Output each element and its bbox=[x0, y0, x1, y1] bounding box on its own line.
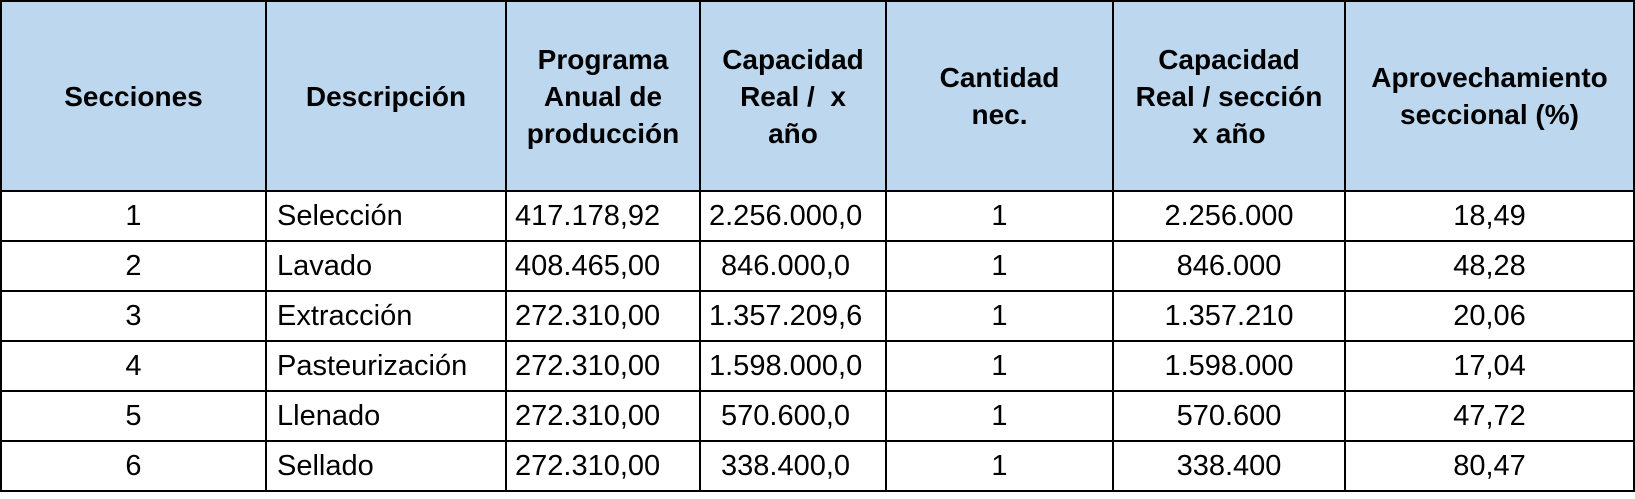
cell-capacidad: 570.600,0 bbox=[699, 390, 887, 442]
cell-aprovechamiento: 48,28 bbox=[1344, 240, 1635, 292]
header-line: Anual de bbox=[543, 80, 663, 112]
cell-cantidad: 1 bbox=[885, 190, 1114, 242]
cell-capacidad-seccion: 1.598.000 bbox=[1112, 340, 1346, 392]
cell-descripcion: Pasteurización bbox=[265, 340, 507, 392]
cell-aprovechamiento: 47,72 bbox=[1344, 390, 1635, 442]
cell-descripcion: Llenado bbox=[265, 390, 507, 442]
cell-capacidad: 1.598.000,0 bbox=[699, 340, 887, 392]
table-row: 1 Selección 417.178,92 2.256.000,0 1 2.2… bbox=[0, 190, 1635, 242]
cell-programa: 272.310,00 bbox=[505, 440, 701, 492]
cell-seccion: 6 bbox=[0, 440, 267, 492]
cell-cantidad: 1 bbox=[885, 440, 1114, 492]
cell-aprovechamiento: 18,49 bbox=[1344, 190, 1635, 242]
header-cantidad: Cantidad nec. bbox=[885, 0, 1114, 192]
cell-capacidad-seccion: 846.000 bbox=[1112, 240, 1346, 292]
header-line: x año bbox=[1192, 117, 1266, 149]
cell-capacidad: 338.400,0 bbox=[699, 440, 887, 492]
cell-capacidad: 1.357.209,6 bbox=[699, 290, 887, 342]
table-row: 3 Extracción 272.310,00 1.357.209,6 1 1.… bbox=[0, 290, 1635, 342]
cell-descripcion: Extracción bbox=[265, 290, 507, 342]
cell-cantidad: 1 bbox=[885, 240, 1114, 292]
header-line: nec. bbox=[971, 99, 1028, 130]
cell-descripcion: Sellado bbox=[265, 440, 507, 492]
table-row: 4 Pasteurización 272.310,00 1.598.000,0 … bbox=[0, 340, 1635, 392]
header-line: Aprovechamiento bbox=[1371, 62, 1608, 93]
cell-cantidad: 1 bbox=[885, 340, 1114, 392]
cell-seccion: 1 bbox=[0, 190, 267, 242]
cell-capacidad: 846.000,0 bbox=[699, 240, 887, 292]
cell-seccion: 5 bbox=[0, 390, 267, 442]
header-line: Real / sección bbox=[1135, 80, 1323, 112]
cell-capacidad-seccion: 1.357.210 bbox=[1112, 290, 1346, 342]
table-row: 5 Llenado 272.310,00 570.600,0 1 570.600… bbox=[0, 390, 1635, 442]
header-line: Capacidad bbox=[722, 43, 864, 75]
cell-cantidad: 1 bbox=[885, 390, 1114, 442]
cell-capacidad-seccion: 338.400 bbox=[1112, 440, 1346, 492]
header-line: producción bbox=[526, 117, 680, 149]
header-secciones: Secciones bbox=[0, 0, 267, 192]
cell-programa: 272.310,00 bbox=[505, 390, 701, 442]
header-line: Cantidad bbox=[939, 62, 1060, 93]
cell-seccion: 4 bbox=[0, 340, 267, 392]
header-programa-anual: Programa Anual de producción bbox=[505, 0, 701, 192]
cell-aprovechamiento: 20,06 bbox=[1344, 290, 1635, 342]
header-line: Secciones bbox=[64, 80, 203, 112]
header-aprovechamiento: Aprovechamiento seccional (%) bbox=[1344, 0, 1635, 192]
header-line: Programa bbox=[537, 43, 669, 75]
header-line: Real / x bbox=[740, 80, 846, 112]
cell-descripcion: Lavado bbox=[265, 240, 507, 292]
header-line: Capacidad bbox=[1158, 43, 1300, 75]
table-row: 2 Lavado 408.465,00 846.000,0 1 846.000 … bbox=[0, 240, 1635, 292]
cell-aprovechamiento: 80,47 bbox=[1344, 440, 1635, 492]
cell-programa: 272.310,00 bbox=[505, 340, 701, 392]
header-capacidad-seccion: Capacidad Real / sección x año bbox=[1112, 0, 1346, 192]
table-row: 6 Sellado 272.310,00 338.400,0 1 338.400… bbox=[0, 440, 1635, 492]
cell-capacidad-seccion: 2.256.000 bbox=[1112, 190, 1346, 242]
cell-programa: 417.178,92 bbox=[505, 190, 701, 242]
cell-seccion: 2 bbox=[0, 240, 267, 292]
cell-cantidad: 1 bbox=[885, 290, 1114, 342]
header-capacidad-real: Capacidad Real / x año bbox=[699, 0, 887, 192]
header-line: seccional (%) bbox=[1400, 99, 1579, 130]
cell-aprovechamiento: 17,04 bbox=[1344, 340, 1635, 392]
cell-seccion: 3 bbox=[0, 290, 267, 342]
cell-programa: 408.465,00 bbox=[505, 240, 701, 292]
header-line: año bbox=[768, 117, 818, 149]
header-line: Descripción bbox=[305, 80, 467, 112]
cell-descripcion: Selección bbox=[265, 190, 507, 242]
cell-capacidad: 2.256.000,0 bbox=[699, 190, 887, 242]
cell-programa: 272.310,00 bbox=[505, 290, 701, 342]
header-row: Secciones Descripción Programa Anual de … bbox=[0, 0, 1635, 192]
cell-capacidad-seccion: 570.600 bbox=[1112, 390, 1346, 442]
header-descripcion: Descripción bbox=[265, 0, 507, 192]
